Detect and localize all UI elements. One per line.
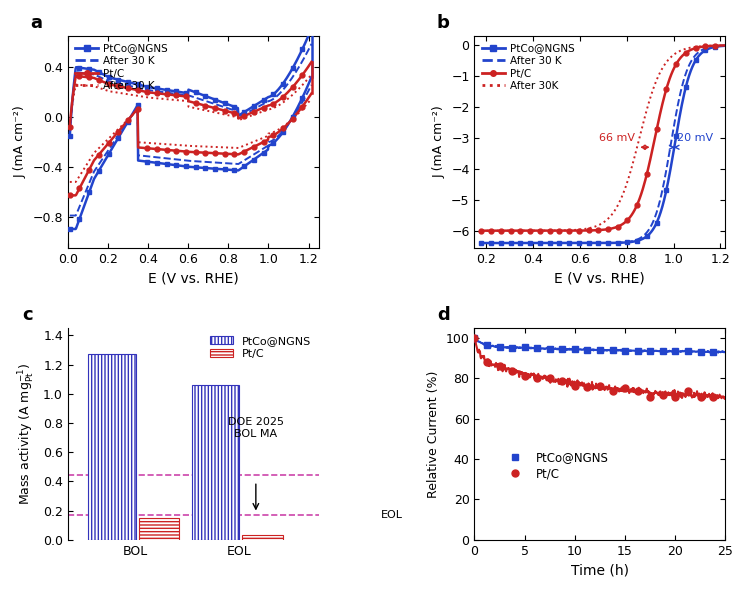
PtCo@NGNS [520, 344, 529, 351]
Text: EOL: EOL [381, 510, 403, 520]
Line: Pt/C: Pt/C [471, 334, 716, 401]
Text: c: c [22, 306, 34, 324]
Y-axis label: Mass activity (A mg$_{\rm Pt}^{-1}$): Mass activity (A mg$_{\rm Pt}^{-1}$) [17, 363, 37, 505]
Text: b: b [437, 14, 450, 32]
Bar [192, 385, 239, 540]
Pt/C [483, 359, 492, 366]
PtCo@NGNS [608, 347, 617, 354]
PtCo@NGNS [508, 344, 517, 351]
PtCo@NGNS [595, 346, 604, 353]
PtCo@NGNS [658, 348, 667, 355]
PtCo@NGNS [671, 348, 680, 355]
Pt/C [658, 391, 667, 398]
Pt/C [508, 367, 517, 374]
Pt/C [709, 394, 718, 401]
Pt/C [646, 393, 655, 400]
Pt/C [470, 334, 479, 341]
Pt/C [595, 382, 604, 389]
PtCo@NGNS [533, 345, 542, 352]
Y-axis label: J (mA cm⁻²): J (mA cm⁻²) [14, 105, 27, 178]
Bar [243, 535, 282, 540]
Pt/C [571, 382, 580, 389]
X-axis label: Time (h): Time (h) [571, 563, 629, 577]
Text: d: d [437, 306, 450, 324]
PtCo@NGNS [684, 348, 692, 355]
Legend: PtCo@NGNS, After 30 K, Pt/C, After 30K: PtCo@NGNS, After 30 K, Pt/C, After 30K [480, 41, 577, 93]
PtCo@NGNS [470, 334, 479, 341]
X-axis label: E (V vs. RHE): E (V vs. RHE) [148, 271, 238, 285]
Legend: PtCo@NGNS, After 30 K, Pt/C, After 30 K: PtCo@NGNS, After 30 K, Pt/C, After 30 K [73, 41, 170, 93]
Pt/C [520, 372, 529, 379]
PtCo@NGNS [571, 346, 580, 353]
PtCo@NGNS [646, 348, 655, 355]
PtCo@NGNS [696, 349, 705, 356]
Legend: PtCo@NGNS, Pt/C: PtCo@NGNS, Pt/C [208, 333, 313, 361]
X-axis label: E (V vs. RHE): E (V vs. RHE) [554, 271, 645, 285]
Text: 20 mV: 20 mV [677, 133, 713, 143]
Bar [139, 518, 179, 540]
Pt/C [633, 387, 642, 394]
Y-axis label: J (mA cm⁻²): J (mA cm⁻²) [433, 105, 445, 178]
PtCo@NGNS [483, 342, 492, 349]
Y-axis label: Relative Current (%): Relative Current (%) [427, 370, 440, 498]
PtCo@NGNS [633, 348, 642, 355]
Pt/C [558, 377, 567, 384]
Pt/C [684, 388, 692, 395]
Pt/C [671, 393, 680, 400]
Line: PtCo@NGNS: PtCo@NGNS [471, 334, 716, 355]
Bar [88, 355, 136, 540]
Pt/C [583, 383, 592, 390]
PtCo@NGNS [583, 346, 592, 353]
Text: 66 mV: 66 mV [599, 133, 635, 143]
Pt/C [495, 363, 504, 370]
Pt/C [608, 388, 617, 395]
PtCo@NGNS [495, 343, 504, 350]
Legend: PtCo@NGNS, Pt/C: PtCo@NGNS, Pt/C [500, 449, 611, 483]
PtCo@NGNS [558, 345, 567, 352]
Text: DOE 2025
BOL MA: DOE 2025 BOL MA [228, 417, 284, 439]
Pt/C [533, 375, 542, 382]
Pt/C [696, 394, 705, 401]
Text: a: a [30, 14, 42, 32]
PtCo@NGNS [621, 348, 630, 355]
Pt/C [621, 384, 630, 391]
PtCo@NGNS [709, 348, 718, 355]
Pt/C [545, 375, 554, 382]
PtCo@NGNS [545, 345, 554, 352]
